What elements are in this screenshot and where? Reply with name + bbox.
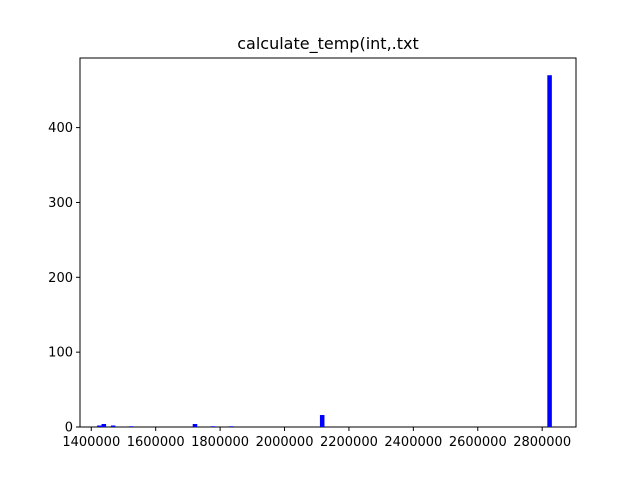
y-tick-label: 400 <box>48 121 73 136</box>
chart-title: calculate_temp(int,.txt <box>237 34 419 54</box>
x-tick-label: 1800000 <box>191 435 249 450</box>
x-axis: 1400000 1600000 1800000 2000000 2200000 24000… <box>62 427 571 450</box>
x-tick-label: 2000000 <box>256 435 314 450</box>
histogram-bar-2 <box>110 425 116 427</box>
x-tick-label: 2800000 <box>513 435 571 450</box>
histogram-bar-5 <box>210 426 216 427</box>
y-tick-label: 100 <box>48 346 73 361</box>
histogram-bar-8 <box>547 75 552 427</box>
y-tick-label: 300 <box>48 196 73 211</box>
histogram-bar-6 <box>229 426 234 427</box>
x-tick-label: 2600000 <box>449 435 507 450</box>
histogram-bar-4 <box>192 424 198 427</box>
histogram-bar-7 <box>319 415 325 427</box>
histogram-bar-1 <box>101 424 107 427</box>
x-tick-label: 1400000 <box>62 435 120 450</box>
x-tick-label: 2400000 <box>384 435 442 450</box>
y-tick-label: 0 <box>65 421 73 436</box>
y-tick-label: 200 <box>48 271 73 286</box>
x-tick-label: 1600000 <box>127 435 185 450</box>
histogram-bar-0 <box>97 425 102 427</box>
plot-frame <box>79 57 577 428</box>
y-axis: 0 100 200 300 400 <box>48 121 80 436</box>
bars-group <box>97 75 552 427</box>
x-tick-label: 2200000 <box>320 435 378 450</box>
histogram-bar-3 <box>128 426 134 427</box>
